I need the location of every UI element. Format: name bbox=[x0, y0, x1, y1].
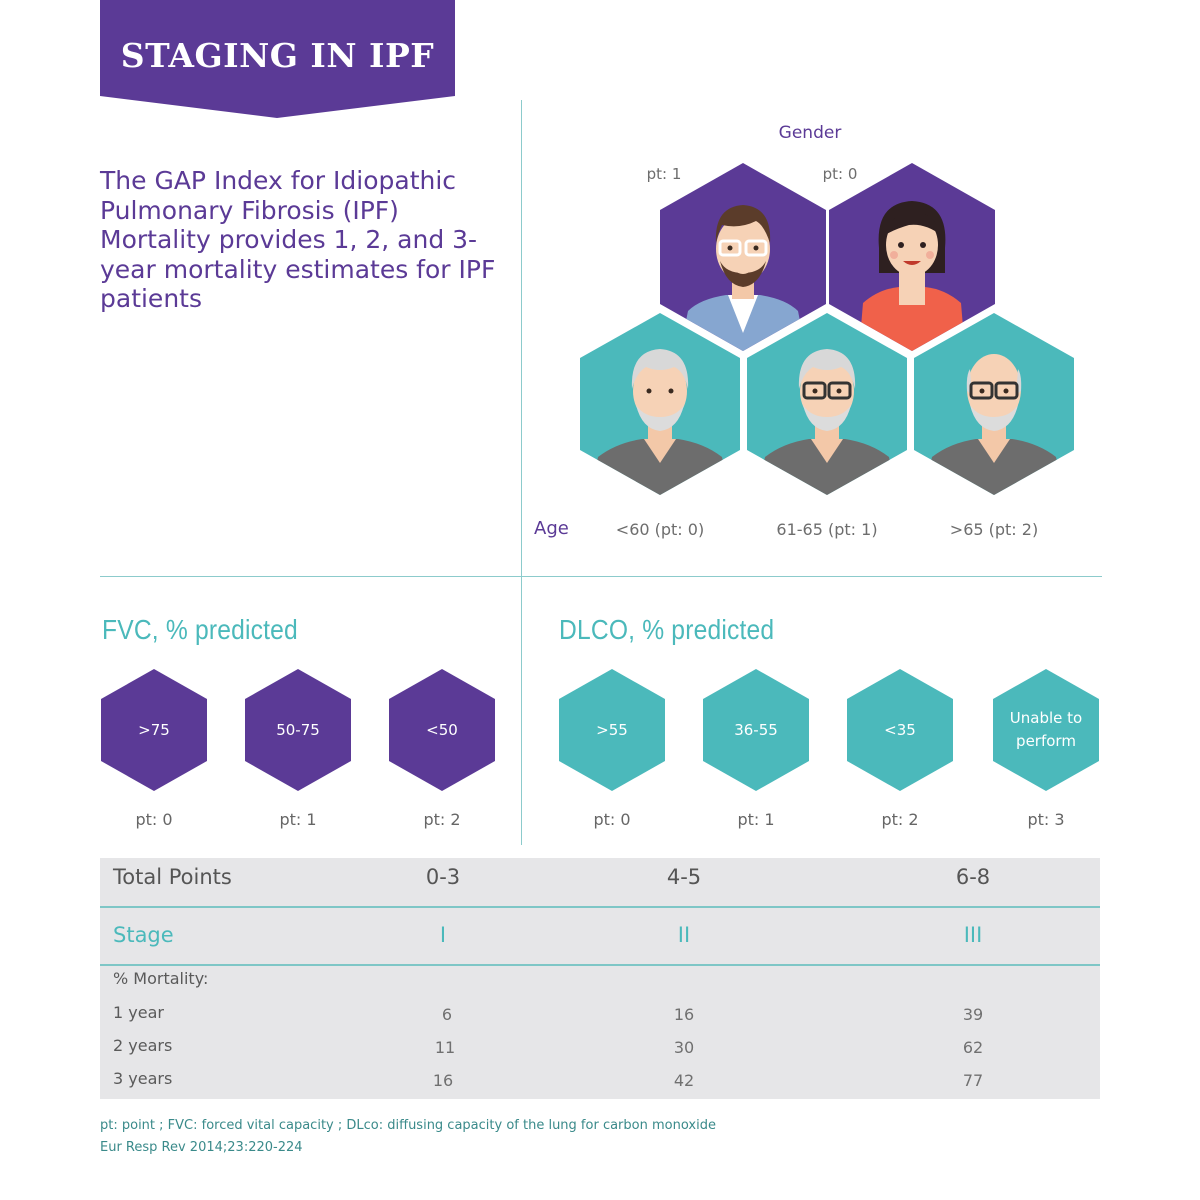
fvc-value-3: <50 bbox=[426, 720, 458, 739]
bald-man-glasses-icon bbox=[914, 313, 1074, 495]
total-points-2: 4-5 bbox=[666, 865, 702, 889]
fvc-value-2: 50-75 bbox=[276, 720, 320, 739]
staging-table bbox=[100, 858, 1100, 1099]
footer-citation: Eur Resp Rev 2014;23:220-224 bbox=[100, 1140, 303, 1155]
banner-shape bbox=[100, 0, 455, 118]
stage-3: III bbox=[963, 923, 983, 947]
page-title: STAGING IN IPF bbox=[120, 36, 435, 75]
fvc-pt-3: pt: 2 bbox=[423, 810, 461, 829]
total-points-3: 6-8 bbox=[955, 865, 991, 889]
gender-female-pt: pt: 0 bbox=[822, 165, 858, 183]
row2-val2: 30 bbox=[673, 1038, 695, 1057]
fvc-hex-3: <50 bbox=[389, 669, 495, 791]
total-points-1: 0-3 bbox=[425, 865, 461, 889]
dlco-value-3: <35 bbox=[884, 720, 916, 739]
gender-male-pt: pt: 1 bbox=[646, 165, 682, 183]
dlco-pt-2: pt: 1 bbox=[737, 810, 775, 829]
row-label-2: 2 years bbox=[113, 1036, 173, 1055]
total-points-label: Total Points bbox=[113, 865, 232, 889]
age-title: Age bbox=[534, 518, 569, 539]
dlco-value-2: 36-55 bbox=[734, 720, 778, 739]
fvc-value-1: >75 bbox=[138, 720, 170, 739]
table-divider-1 bbox=[100, 906, 1100, 908]
stage-2: II bbox=[677, 923, 691, 947]
row1-val3: 39 bbox=[962, 1005, 984, 1024]
row1-val2: 16 bbox=[673, 1005, 695, 1024]
row3-val3: 77 bbox=[962, 1071, 984, 1090]
row2-val1: 11 bbox=[434, 1038, 456, 1057]
fvc-hex-1: >75 bbox=[101, 669, 207, 791]
fvc-pt-2: pt: 1 bbox=[279, 810, 317, 829]
row-label-1: 1 year bbox=[113, 1003, 164, 1022]
footer-abbreviations: pt: point ; FVC: forced vital capacity ;… bbox=[100, 1118, 716, 1133]
woman-avatar-icon bbox=[829, 163, 995, 351]
vertical-divider bbox=[521, 100, 522, 845]
row3-val2: 42 bbox=[673, 1071, 695, 1090]
row3-val1: 16 bbox=[432, 1071, 454, 1090]
dlco-value-4: Unable to perform bbox=[1010, 707, 1082, 753]
dlco-pt-1: pt: 0 bbox=[593, 810, 631, 829]
dlco-pt-4: pt: 3 bbox=[1027, 810, 1065, 829]
older-man-icon bbox=[580, 313, 740, 495]
row2-val3: 62 bbox=[962, 1038, 984, 1057]
dlco-hex-1: >55 bbox=[559, 669, 665, 791]
fvc-title: FVC, % predicted bbox=[102, 614, 298, 645]
older-man-glasses-icon bbox=[747, 313, 907, 495]
row-label-3: 3 years bbox=[113, 1069, 173, 1088]
dlco-hex-3: <35 bbox=[847, 669, 953, 791]
stage-label: Stage bbox=[113, 923, 174, 947]
dlco-value-4-line2: perform bbox=[1016, 732, 1076, 750]
dlco-value-1: >55 bbox=[596, 720, 628, 739]
fvc-hex-2: 50-75 bbox=[245, 669, 351, 791]
age-label-1: <60 (pt: 0) bbox=[615, 520, 705, 539]
horizontal-divider bbox=[100, 576, 1102, 577]
dlco-pt-3: pt: 2 bbox=[881, 810, 919, 829]
table-divider-2 bbox=[100, 964, 1100, 966]
dlco-hex-2: 36-55 bbox=[703, 669, 809, 791]
dlco-value-4-line1: Unable to bbox=[1009, 709, 1083, 727]
age-label-2: 61-65 (pt: 1) bbox=[776, 520, 878, 539]
man-avatar-icon bbox=[660, 163, 826, 351]
age-label-3: >65 (pt: 2) bbox=[949, 520, 1039, 539]
dlco-hex-4: Unable to perform bbox=[993, 669, 1099, 791]
fvc-pt-1: pt: 0 bbox=[135, 810, 173, 829]
dlco-title: DLCO, % predicted bbox=[559, 614, 775, 645]
gender-title: Gender bbox=[778, 123, 842, 143]
intro-text: The GAP Index for Idiopathic Pulmonary F… bbox=[100, 166, 496, 313]
stage-1: I bbox=[439, 923, 447, 947]
row1-val1: 6 bbox=[441, 1005, 453, 1024]
mortality-label: % Mortality: bbox=[113, 969, 209, 988]
title-banner: STAGING IN IPF bbox=[100, 0, 455, 118]
